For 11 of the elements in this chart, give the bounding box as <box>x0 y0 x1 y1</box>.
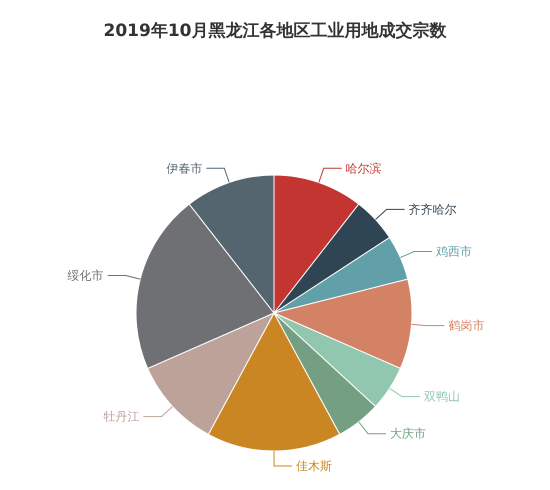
slice-label: 双鸭山 <box>424 390 460 404</box>
chart-title: 2019年10月黑龙江各地区工业用地成交宗数 <box>104 21 448 41</box>
slice-label: 哈尔滨 <box>346 161 382 176</box>
slice-label: 牡丹江 <box>103 410 140 424</box>
slice-label: 大庆市 <box>390 426 426 441</box>
slice-label: 鹤岗市 <box>448 318 484 333</box>
slice-label: 鸡西市 <box>435 244 472 259</box>
slice-label: 伊春市 <box>166 161 202 176</box>
slice-label: 齐齐哈尔 <box>408 202 457 216</box>
slice-label: 佳木斯 <box>296 459 332 473</box>
slice-label: 绥化市 <box>68 268 104 282</box>
